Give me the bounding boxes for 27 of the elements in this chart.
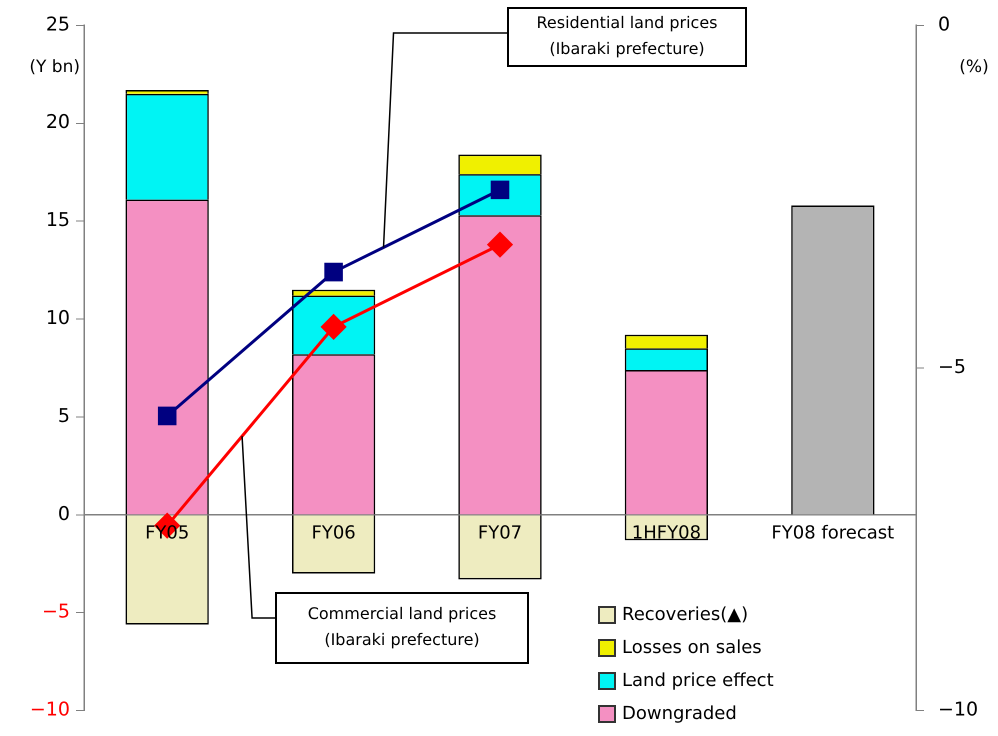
- annotation: Commercial land prices (Ibaraki prefecture): [308, 604, 496, 650]
- point: [490, 180, 510, 200]
- legend-label: Recoveries(▲): [622, 603, 748, 627]
- point: [488, 232, 512, 258]
- y-tick-label: −5: [42, 600, 70, 623]
- y-tick-label: 25: [46, 13, 70, 36]
- y2-tick-label: −5: [938, 356, 966, 378]
- y-tick-label: 0: [58, 502, 70, 525]
- legend-label: Downgraded: [622, 702, 737, 726]
- point: [158, 406, 176, 426]
- y-tick-label: 20: [46, 111, 70, 134]
- y2-axis-title: (%): [959, 56, 989, 77]
- x-tick-label: FY06: [311, 522, 356, 544]
- point: [324, 262, 343, 282]
- y-tick-label: 5: [58, 404, 70, 427]
- legend-label: Losses on sales: [622, 636, 762, 660]
- y2-tick-label: 0: [938, 13, 950, 36]
- y2-tick-label: −10: [938, 698, 978, 721]
- y-tick-label: 15: [46, 209, 70, 232]
- x-tick-label: FY07: [478, 522, 522, 544]
- y-tick-label: 10: [46, 306, 70, 329]
- annotation: Residential land prices (Ibaraki prefecture): [536, 13, 718, 58]
- legend-label: Land price effect: [622, 669, 774, 693]
- x-tick-label: 1HFY08: [632, 522, 702, 544]
- x-tick-label: FY08 forecast: [771, 522, 894, 544]
- y-axis-title: (Y bn): [29, 56, 80, 77]
- y-tick-label: −10: [30, 698, 70, 721]
